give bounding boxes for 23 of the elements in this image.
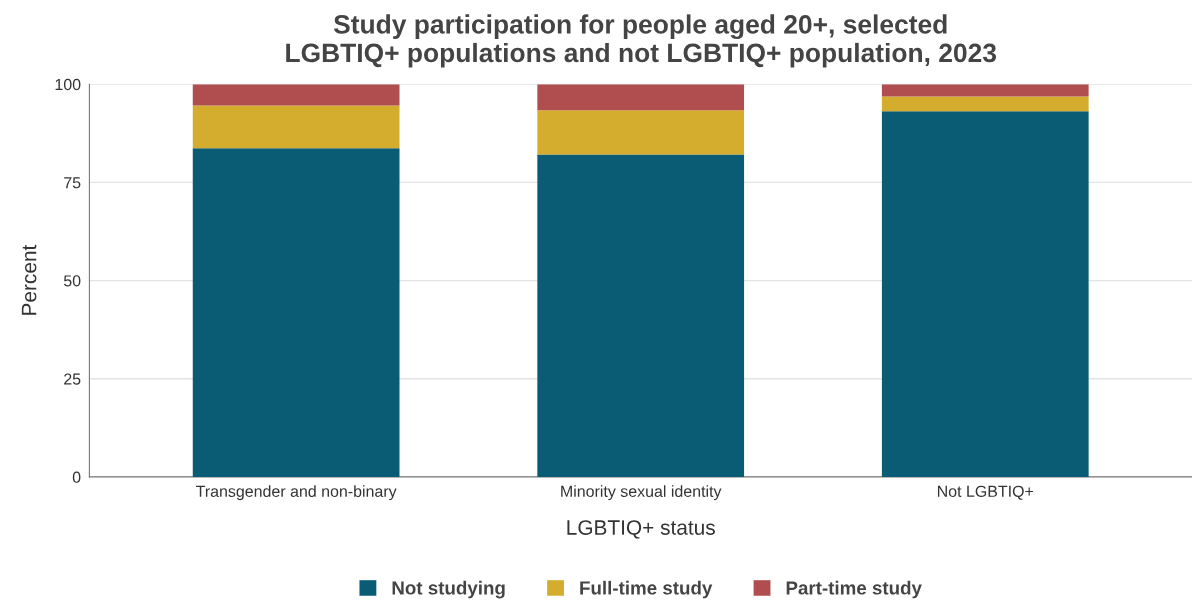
y-tick-label: 100 <box>55 78 81 91</box>
x-tick-label: Not LGBTIQ+ <box>937 485 1034 500</box>
legend-label: Not studying <box>392 580 505 599</box>
x-tick-label: Transgender and non-binary <box>196 485 397 501</box>
bar <box>881 96 1089 112</box>
bar <box>881 84 1089 97</box>
bar <box>192 148 400 477</box>
bar <box>537 84 745 111</box>
bar <box>192 105 400 149</box>
y-tick-label: 25 <box>64 373 81 385</box>
x-axis-title: LGBTIQ+ status <box>567 520 715 539</box>
bar <box>537 110 745 155</box>
bar <box>881 111 1089 477</box>
chart-title: Study participation for people aged 20+, selected LGBTIQ+ populations and not LGBTIQ+ population, 2023 <box>286 14 997 68</box>
y-tick-label: 50 <box>63 275 81 287</box>
legend-label: Full-time study <box>580 580 713 599</box>
y-tick-label: 0 <box>72 471 81 483</box>
bar <box>192 84 400 106</box>
bar <box>537 154 745 477</box>
legend-label: Part-time study <box>786 580 922 599</box>
y-axis-title: Percent <box>21 244 37 315</box>
y-tick-label: 75 <box>64 177 81 189</box>
x-tick-label: Minority sexual identity <box>561 485 722 501</box>
